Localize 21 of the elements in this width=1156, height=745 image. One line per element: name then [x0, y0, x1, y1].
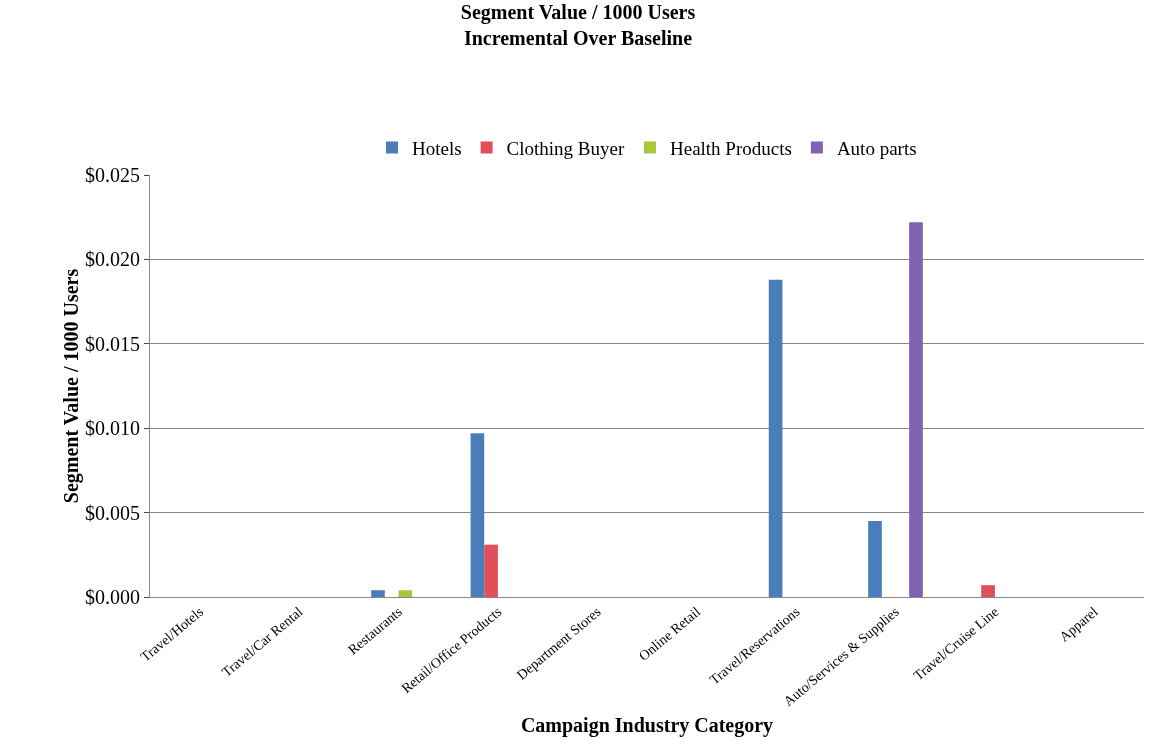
y-tick-label: $0.005: [85, 501, 140, 524]
y-tick-label: $0.010: [85, 417, 140, 440]
y-tick-label: $0.015: [85, 332, 140, 355]
y-tick-label: $0.020: [85, 248, 140, 271]
bar: [398, 590, 413, 597]
legend-label: Auto parts: [836, 137, 917, 159]
y-axis-title: Segment Value / 1000 Users: [60, 268, 83, 504]
y-tick-label: $0.025: [85, 164, 140, 186]
bar: [981, 585, 995, 597]
bar: [768, 279, 783, 597]
legend-label: Hotels: [412, 137, 462, 159]
legend-label: Health Products: [669, 137, 792, 159]
chart-title: Segment Value / 1000 Users Incremental Over Baseline: [460, 0, 696, 49]
bar: [868, 521, 882, 597]
bar: [371, 590, 385, 597]
bar: [470, 433, 485, 597]
bar: [909, 222, 923, 597]
legend-label: Clothing Buyer: [506, 137, 625, 159]
bar: [484, 544, 498, 597]
x-axis-title: Campaign Industry Category: [520, 714, 774, 738]
y-tick-label: $0.000: [85, 586, 140, 608]
